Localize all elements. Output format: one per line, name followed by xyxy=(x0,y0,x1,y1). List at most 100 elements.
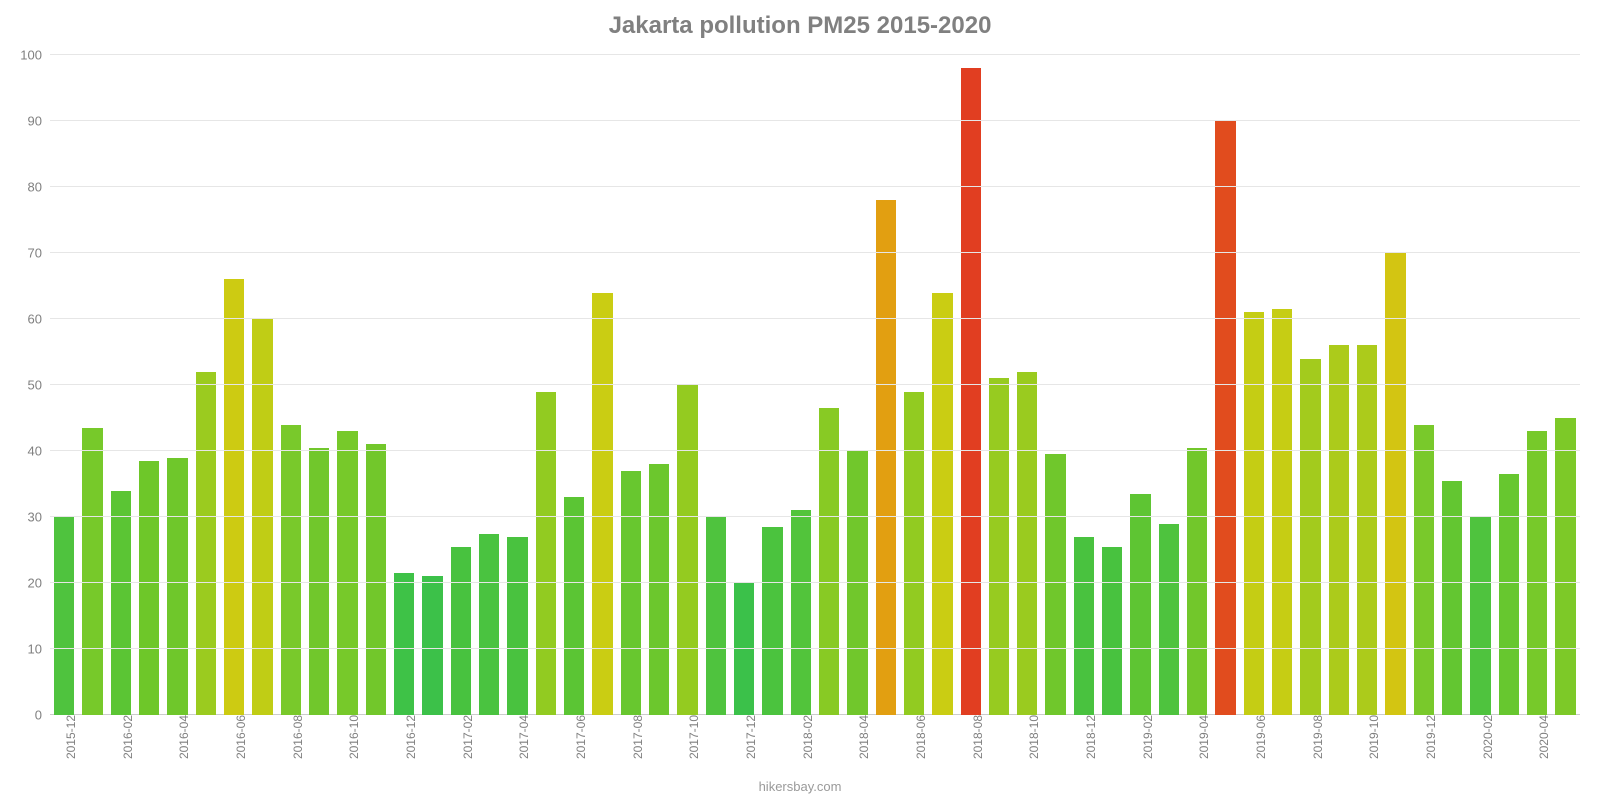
y-tick-label: 100 xyxy=(2,48,42,63)
bar xyxy=(564,497,584,715)
bar xyxy=(932,293,952,715)
x-axis-labels: 2015-122016-022016-042016-062016-082016-… xyxy=(50,715,1580,775)
x-label-slot: 2018-08 xyxy=(961,715,981,775)
x-label-slot xyxy=(1045,715,1065,775)
bar-slot xyxy=(111,55,131,715)
grid-line xyxy=(50,120,1580,121)
x-tick-label: 2018-10 xyxy=(1027,715,1041,759)
bar-slot xyxy=(309,55,329,715)
y-tick-label: 70 xyxy=(2,246,42,261)
bar xyxy=(1329,345,1349,715)
bar xyxy=(904,392,924,715)
bar xyxy=(479,534,499,716)
x-label-slot xyxy=(1159,715,1179,775)
x-tick-label: 2016-08 xyxy=(291,715,305,759)
bar xyxy=(989,378,1009,715)
x-label-slot: 2019-10 xyxy=(1357,715,1377,775)
x-label-slot xyxy=(422,715,442,775)
x-label-slot xyxy=(196,715,216,775)
grid-line xyxy=(50,54,1580,55)
x-label-slot: 2017-02 xyxy=(451,715,471,775)
x-label-slot: 2017-12 xyxy=(734,715,754,775)
x-label-slot xyxy=(252,715,272,775)
plot-area: 0102030405060708090100 xyxy=(50,55,1580,715)
x-label-slot: 2018-04 xyxy=(847,715,867,775)
x-tick-label: 2017-02 xyxy=(461,715,475,759)
x-tick-label: 2019-02 xyxy=(1141,715,1155,759)
bar-slot xyxy=(54,55,74,715)
bar xyxy=(1215,121,1235,715)
x-label-slot xyxy=(1329,715,1349,775)
bar xyxy=(1045,454,1065,715)
bar-slot xyxy=(366,55,386,715)
x-label-slot xyxy=(592,715,612,775)
x-tick-label: 2015-12 xyxy=(64,715,78,759)
x-label-slot: 2017-10 xyxy=(677,715,697,775)
bar xyxy=(1244,312,1264,715)
x-label-slot xyxy=(1215,715,1235,775)
bar xyxy=(706,517,726,715)
bar xyxy=(1159,524,1179,715)
bar-slot xyxy=(451,55,471,715)
bar xyxy=(281,425,301,715)
bar xyxy=(1357,345,1377,715)
x-tick-label: 2017-06 xyxy=(574,715,588,759)
x-label-slot: 2016-04 xyxy=(167,715,187,775)
x-label-slot xyxy=(1442,715,1462,775)
x-tick-label: 2017-12 xyxy=(744,715,758,759)
x-label-slot: 2016-10 xyxy=(337,715,357,775)
x-label-slot: 2018-12 xyxy=(1074,715,1094,775)
x-label-slot: 2018-06 xyxy=(904,715,924,775)
bar-slot xyxy=(479,55,499,715)
bar-slot xyxy=(252,55,272,715)
x-tick-label: 2018-08 xyxy=(971,715,985,759)
grid-line xyxy=(50,582,1580,583)
x-tick-label: 2017-04 xyxy=(517,715,531,759)
x-tick-label: 2019-08 xyxy=(1311,715,1325,759)
bar xyxy=(1499,474,1519,715)
x-label-slot: 2019-02 xyxy=(1130,715,1150,775)
pollution-chart: Jakarta pollution PM25 2015-2020 0102030… xyxy=(0,0,1600,800)
bars-container xyxy=(50,55,1580,715)
bar xyxy=(1102,547,1122,715)
bar-slot xyxy=(961,55,981,715)
grid-line xyxy=(50,318,1580,319)
bar-slot xyxy=(1470,55,1490,715)
x-label-slot xyxy=(1499,715,1519,775)
x-label-slot xyxy=(309,715,329,775)
bar xyxy=(1074,537,1094,715)
bar-slot xyxy=(1074,55,1094,715)
x-tick-label: 2018-12 xyxy=(1084,715,1098,759)
bar xyxy=(961,68,981,715)
bar-slot xyxy=(1499,55,1519,715)
bar-slot xyxy=(139,55,159,715)
x-label-slot: 2019-04 xyxy=(1187,715,1207,775)
y-tick-label: 20 xyxy=(2,576,42,591)
bar xyxy=(536,392,556,715)
bar xyxy=(677,385,697,715)
x-label-slot: 2016-08 xyxy=(281,715,301,775)
bar-slot xyxy=(932,55,952,715)
bar xyxy=(1555,418,1575,715)
y-tick-label: 40 xyxy=(2,444,42,459)
x-tick-label: 2019-10 xyxy=(1367,715,1381,759)
bar-slot xyxy=(734,55,754,715)
bar-slot xyxy=(904,55,924,715)
bar-slot xyxy=(791,55,811,715)
bar xyxy=(734,583,754,715)
x-label-slot xyxy=(932,715,952,775)
bar-slot xyxy=(1187,55,1207,715)
bar xyxy=(1470,517,1490,715)
x-label-slot: 2020-02 xyxy=(1470,715,1490,775)
x-tick-label: 2016-12 xyxy=(404,715,418,759)
bar xyxy=(337,431,357,715)
bar-slot xyxy=(82,55,102,715)
x-tick-label: 2019-12 xyxy=(1424,715,1438,759)
bar xyxy=(649,464,669,715)
bar-slot xyxy=(196,55,216,715)
bar xyxy=(224,279,244,715)
y-tick-label: 50 xyxy=(2,378,42,393)
bar-slot xyxy=(847,55,867,715)
x-label-slot xyxy=(1385,715,1405,775)
x-label-slot: 2017-06 xyxy=(564,715,584,775)
